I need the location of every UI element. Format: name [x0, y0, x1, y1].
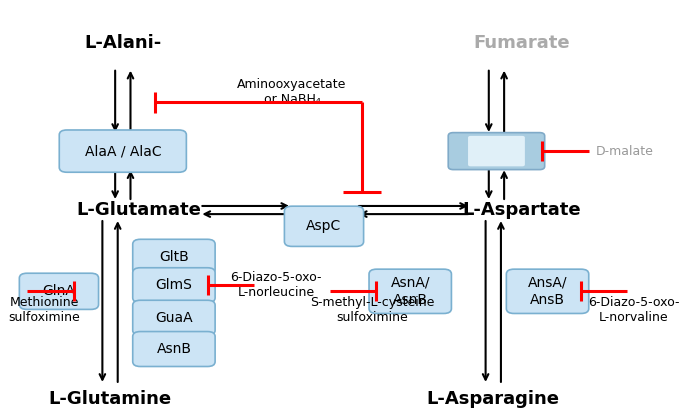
Text: L-Asparagine: L-Asparagine	[427, 390, 560, 408]
Text: L-Alani-: L-Alani-	[84, 34, 162, 52]
FancyBboxPatch shape	[133, 332, 215, 366]
FancyBboxPatch shape	[133, 268, 215, 303]
Text: L-Aspartate: L-Aspartate	[462, 201, 582, 219]
Text: L-Glutamate: L-Glutamate	[76, 201, 201, 219]
Text: AsnB: AsnB	[156, 342, 191, 356]
FancyBboxPatch shape	[284, 206, 364, 247]
FancyBboxPatch shape	[448, 133, 545, 170]
Text: GltB: GltB	[159, 250, 189, 264]
Text: Aminooxyacetate
or NaBH₄: Aminooxyacetate or NaBH₄	[238, 78, 347, 106]
Text: GlmS: GlmS	[155, 278, 192, 292]
Text: L-Glutamine: L-Glutamine	[49, 390, 172, 408]
Text: 6-Diazo-5-oxo-
L-norvaline: 6-Diazo-5-oxo- L-norvaline	[588, 296, 680, 324]
Text: AspC: AspC	[306, 219, 342, 233]
FancyBboxPatch shape	[468, 136, 525, 166]
Text: S-methyl-L-cysteine
sulfoximine: S-methyl-L-cysteine sulfoximine	[310, 296, 434, 324]
Text: GlnA: GlnA	[42, 284, 75, 298]
Text: Methionine
sulfoximine: Methionine sulfoximine	[8, 296, 80, 324]
FancyBboxPatch shape	[506, 269, 588, 313]
Text: AnsA/
AnsB: AnsA/ AnsB	[528, 275, 567, 307]
FancyBboxPatch shape	[133, 239, 215, 274]
Text: D-malate: D-malate	[595, 145, 653, 158]
Text: 6-Diazo-5-oxo-
L-norleucine: 6-Diazo-5-oxo- L-norleucine	[230, 271, 322, 299]
Text: Fumarate: Fumarate	[474, 34, 571, 52]
FancyBboxPatch shape	[133, 300, 215, 335]
Text: GuaA: GuaA	[155, 311, 192, 325]
FancyBboxPatch shape	[19, 273, 99, 309]
FancyBboxPatch shape	[60, 130, 186, 172]
FancyBboxPatch shape	[369, 269, 451, 313]
Text: AlaA / AlaC: AlaA / AlaC	[84, 144, 161, 158]
Text: AsnA/
AsnB: AsnA/ AsnB	[390, 275, 430, 307]
